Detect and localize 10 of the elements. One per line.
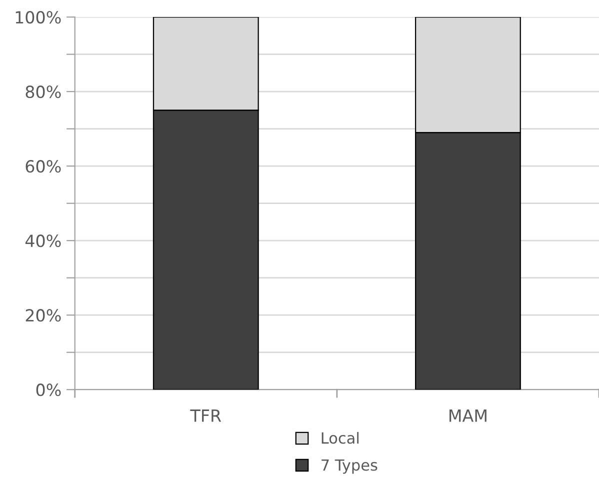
legend-label: 7 Types [322, 459, 378, 474]
y-tick-label: 0% [36, 384, 61, 396]
y-tick-label: 60% [26, 160, 61, 173]
x-tick-label: TFR [190, 410, 222, 422]
y-tick-label: 100% [16, 11, 61, 24]
x-tick-label: MAM [450, 410, 486, 422]
y-tick-label: 40% [25, 234, 61, 248]
legend-label: Local [322, 432, 359, 444]
y-tick-label: 80% [26, 86, 61, 98]
y-tick-label: 20% [26, 309, 61, 322]
